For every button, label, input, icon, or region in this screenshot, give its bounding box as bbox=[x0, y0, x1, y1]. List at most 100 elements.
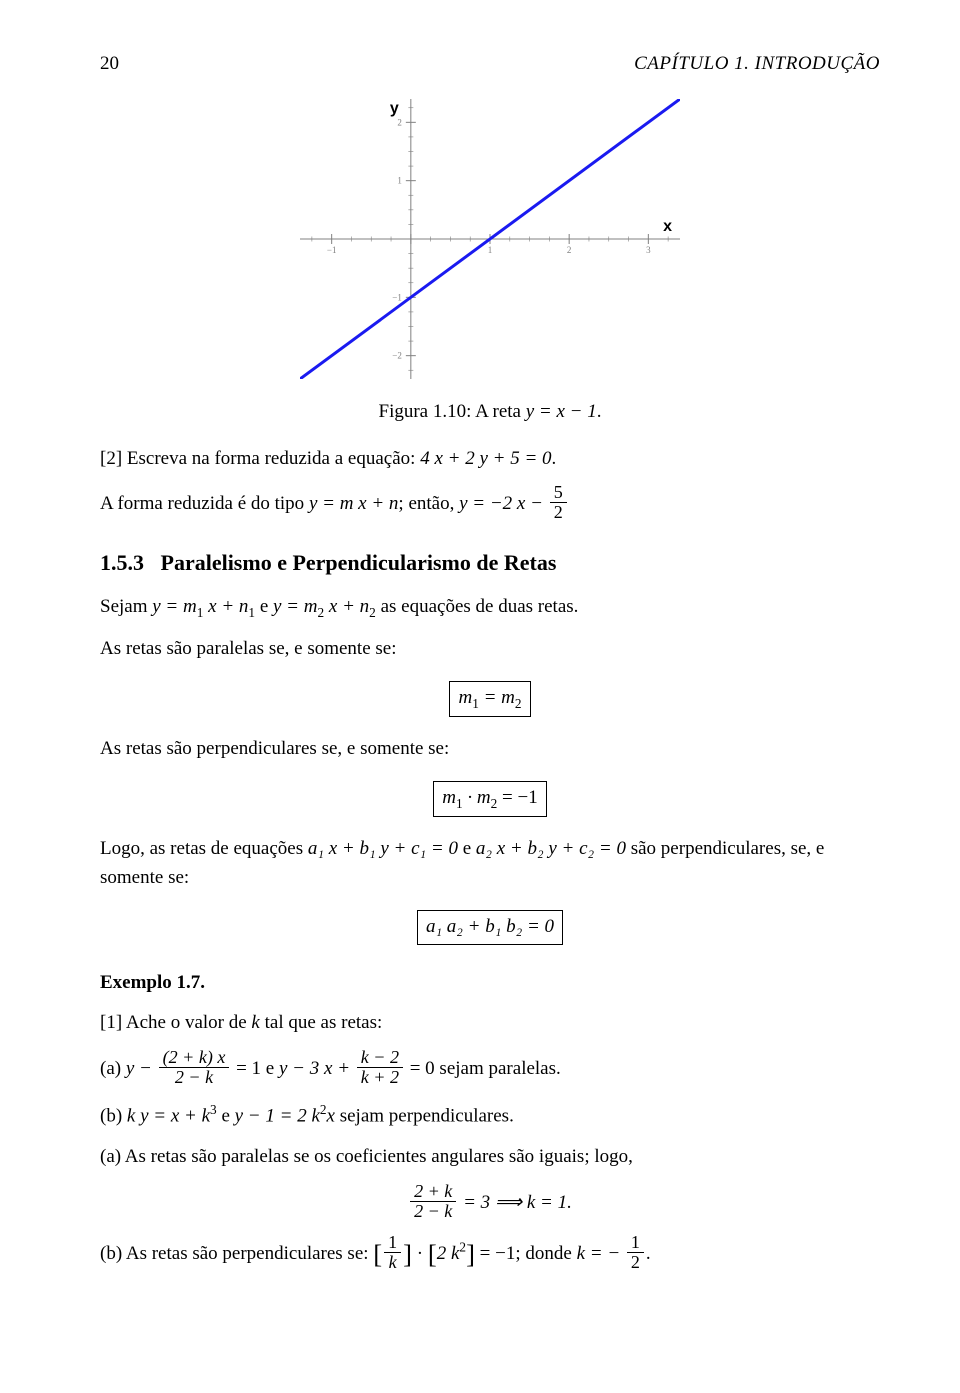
b1-mid: = m bbox=[479, 687, 515, 708]
t3-m4: x + n bbox=[324, 596, 369, 617]
rf-text: A forma reduzida é do tipo bbox=[100, 493, 309, 514]
ib-end: sejam perpendiculares. bbox=[335, 1106, 514, 1127]
caption-suffix: . bbox=[597, 401, 602, 422]
page-header: 20 CAPÍTULO 1. INTRODUÇÃO bbox=[100, 50, 880, 79]
eq-center: 2 + k2 − k = 3 ⟹ k = 1. bbox=[100, 1184, 880, 1223]
t6-b: e bbox=[458, 838, 476, 859]
rf-frac-num: 5 bbox=[550, 483, 567, 503]
t3-c: as equações de duas retas. bbox=[376, 596, 579, 617]
t9-f2d: 2 bbox=[627, 1253, 644, 1272]
svg-text:2: 2 bbox=[397, 117, 402, 127]
t3-s4: 2 bbox=[369, 605, 376, 620]
page-number: 20 bbox=[100, 50, 119, 79]
ib-m2: y − 1 = 2 k bbox=[235, 1106, 320, 1127]
box-perp: m1 · m2 = −1 bbox=[433, 781, 546, 817]
t9-dot: . bbox=[646, 1243, 651, 1264]
ec-rhs: = 3 ⟹ k = 1. bbox=[458, 1192, 572, 1213]
b2-mid: · m bbox=[463, 787, 491, 808]
example-label: Exemplo 1.7. bbox=[100, 969, 880, 998]
ia-mid: = 1 e bbox=[231, 1057, 279, 1078]
t9-inner: 2 k bbox=[437, 1243, 460, 1264]
paragraph-logo: Logo, as retas de equações a₁ x + b₁ y +… bbox=[100, 835, 880, 892]
line-chart: −1123−2−112xy bbox=[300, 99, 680, 379]
paragraph-sejam: Sejam y = m1 x + n1 e y = m2 x + n2 as e… bbox=[100, 593, 880, 623]
t3-m2: x + n bbox=[203, 596, 248, 617]
ib-sup: 3 bbox=[210, 1102, 217, 1117]
t3-m1: y = m bbox=[152, 596, 196, 617]
t9-mid: · bbox=[412, 1243, 428, 1264]
item-b: (b) k y = x + k3 e y − 1 = 2 k2x sejam p… bbox=[100, 1100, 880, 1131]
figure-container: −1123−2−112xy bbox=[100, 99, 880, 389]
b1-s2: 2 bbox=[515, 696, 522, 711]
svg-text:y: y bbox=[390, 100, 399, 117]
rf-mid: ; então, bbox=[398, 493, 459, 514]
item-a: (a) y − (2 + k) x2 − k = 1 e y − 3 x + k… bbox=[100, 1050, 880, 1089]
box-parallel-wrap: m1 = m2 bbox=[100, 675, 880, 723]
b2-l: m bbox=[442, 787, 456, 808]
caption-prefix: Figura 1.10: A reta bbox=[379, 401, 526, 422]
rf-frac: 52 bbox=[550, 483, 567, 522]
rf-frac-den: 2 bbox=[550, 503, 567, 522]
q2-suffix: . bbox=[552, 448, 557, 469]
t7-a: [1] Ache o valor de bbox=[100, 1012, 251, 1033]
t9-rb: ] bbox=[403, 1239, 412, 1269]
figure-caption: Figura 1.10: A reta y = x − 1. bbox=[100, 398, 880, 427]
ib-m1: k y = x + k bbox=[127, 1106, 210, 1127]
ib-mid: e bbox=[217, 1106, 235, 1127]
t6-a: Logo, as retas de equações bbox=[100, 838, 308, 859]
page: 20 CAPÍTULO 1. INTRODUÇÃO −1123−2−112xy … bbox=[0, 0, 960, 1393]
ib-label: (b) bbox=[100, 1106, 127, 1127]
t6-m2: a₂ x + b₂ y + c₂ = 0 bbox=[476, 838, 626, 859]
b1-l: m bbox=[458, 687, 472, 708]
t7-b: tal que as retas: bbox=[260, 1012, 382, 1033]
svg-text:1: 1 bbox=[488, 245, 493, 255]
caption-math: y = x − 1 bbox=[526, 401, 597, 422]
t3-a: Sejam bbox=[100, 596, 152, 617]
ia-frac2: k − 2k + 2 bbox=[357, 1048, 403, 1087]
ia-frac1: (2 + k) x2 − k bbox=[159, 1048, 230, 1087]
svg-text:x: x bbox=[663, 218, 672, 235]
t9-lb2: [ bbox=[428, 1239, 437, 1269]
rf-m1: y = m x + n bbox=[309, 493, 398, 514]
svg-text:3: 3 bbox=[646, 245, 651, 255]
t9-fd: k bbox=[384, 1253, 401, 1272]
ec-fn: 2 + k bbox=[410, 1182, 456, 1202]
svg-text:1: 1 bbox=[397, 175, 402, 185]
t6-m: a₁ x + b₁ y + c₁ = 0 bbox=[308, 838, 458, 859]
t9-rb2: ] bbox=[466, 1239, 475, 1269]
svg-text:−2: −2 bbox=[392, 350, 402, 360]
t3-b: e bbox=[255, 596, 273, 617]
t3-m3: y = m bbox=[273, 596, 317, 617]
svg-text:2: 2 bbox=[567, 245, 572, 255]
ec-fd: 2 − k bbox=[410, 1202, 456, 1221]
t9-a: (b) As retas são perpendiculares se: bbox=[100, 1243, 373, 1264]
t9-frac2: 12 bbox=[627, 1233, 644, 1272]
paragraph-q2: [2] Escreva na forma reduzida a equação:… bbox=[100, 445, 880, 474]
q2-prefix: [2] Escreva na forma reduzida a equação: bbox=[100, 448, 420, 469]
q2-math: 4 x + 2 y + 5 = 0 bbox=[420, 448, 551, 469]
chapter-title: CAPÍTULO 1. INTRODUÇÃO bbox=[634, 50, 880, 79]
ia-f1d: 2 − k bbox=[159, 1068, 230, 1087]
b2-s1: 1 bbox=[456, 796, 463, 811]
t9-frac1: 1k bbox=[384, 1233, 401, 1272]
b2-r: = −1 bbox=[497, 787, 537, 808]
ia-f2n: k − 2 bbox=[357, 1048, 403, 1068]
section-title: Paralelismo e Perpendicularismo de Retas bbox=[161, 550, 557, 575]
box-parallel: m1 = m2 bbox=[449, 681, 530, 717]
paragraph-reduced-form: A forma reduzida é do tipo y = m x + n; … bbox=[100, 485, 880, 524]
box-ab: a₁ a₂ + b₁ b₂ = 0 bbox=[417, 910, 563, 945]
paragraph-sol-a: (a) As retas são paralelas se os coefici… bbox=[100, 1143, 880, 1172]
ia-y2: y − 3 x + bbox=[279, 1057, 355, 1078]
box-perp-wrap: m1 · m2 = −1 bbox=[100, 775, 880, 823]
t7-k: k bbox=[251, 1012, 259, 1033]
b1-s1: 1 bbox=[472, 696, 479, 711]
paragraph-perp: As retas são perpendiculares se, e somen… bbox=[100, 735, 880, 764]
ia-y: y − bbox=[126, 1057, 157, 1078]
t9-eq: = −1; donde bbox=[475, 1243, 577, 1264]
paragraph-find-k: [1] Ache o valor de k tal que as retas: bbox=[100, 1009, 880, 1038]
t9-k: k = − bbox=[577, 1243, 625, 1264]
ib-sup2: 2 bbox=[320, 1102, 327, 1117]
paragraph-sol-b: (b) As retas são perpendiculares se: [1k… bbox=[100, 1235, 880, 1275]
t9-fn: 1 bbox=[384, 1233, 401, 1253]
ec-frac: 2 + k2 − k bbox=[410, 1182, 456, 1221]
